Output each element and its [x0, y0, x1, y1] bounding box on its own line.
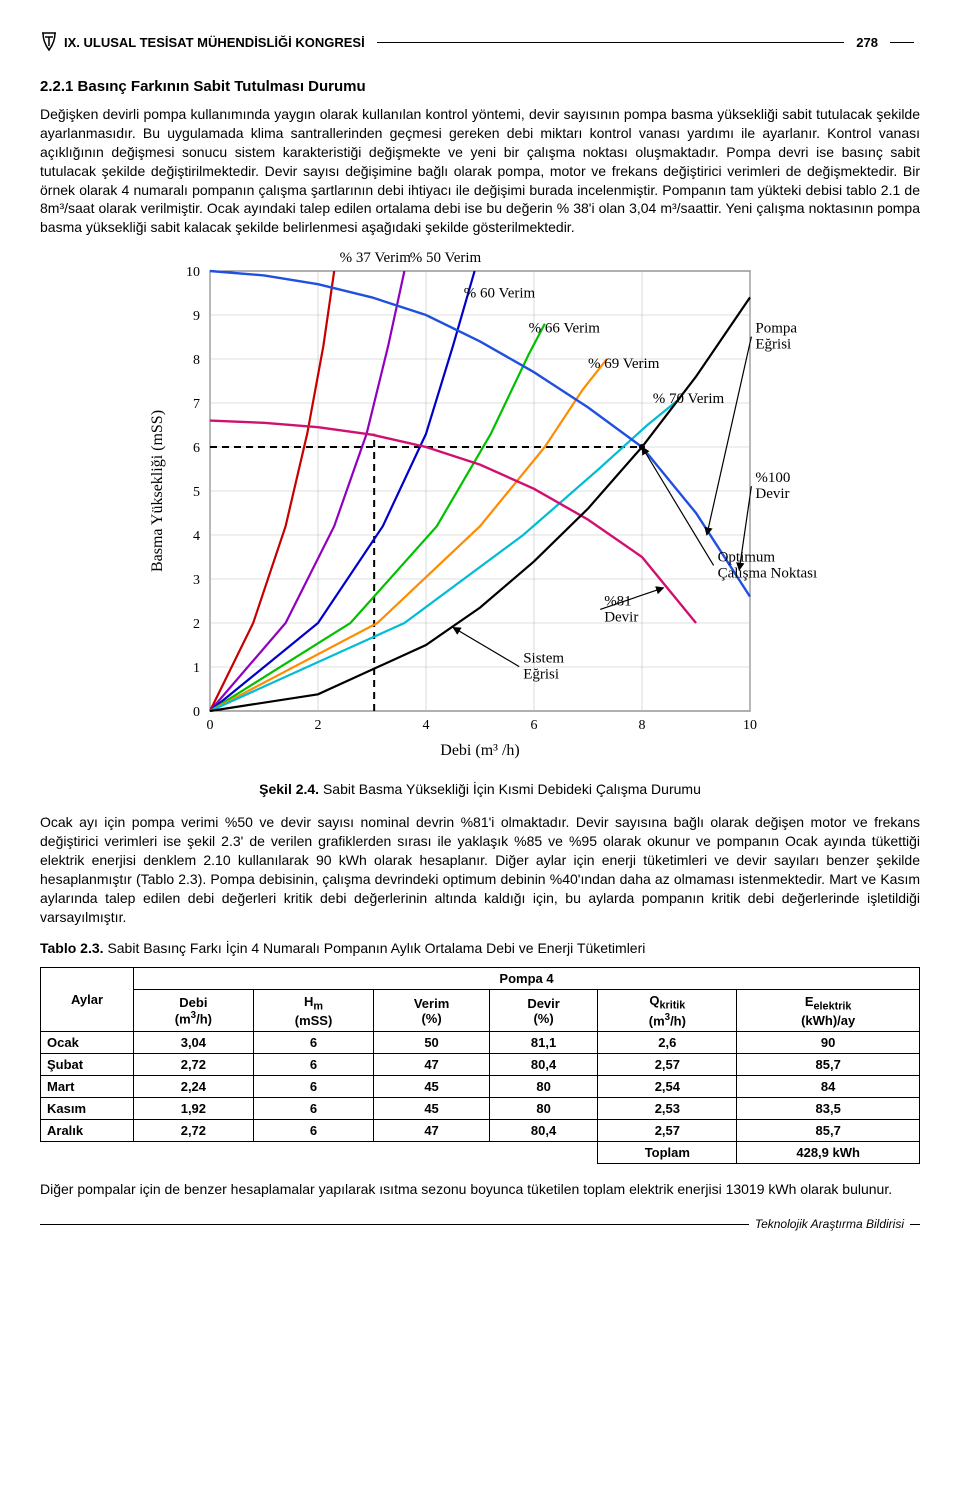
footer-rule: [40, 1224, 749, 1225]
svg-text:5: 5: [193, 485, 200, 500]
section-title-text: Basınç Farkının Sabit Tutulması Durumu: [78, 78, 366, 95]
caption-bold: Şekil 2.4.: [259, 781, 319, 797]
svg-text:%100: %100: [755, 470, 790, 486]
figure-caption: Şekil 2.4. Sabit Basma Yüksekliği İçin K…: [40, 781, 920, 797]
svg-text:10: 10: [186, 265, 200, 280]
svg-text:10: 10: [743, 718, 757, 733]
svg-text:3: 3: [193, 573, 200, 588]
logo-icon: [40, 30, 58, 54]
svg-text:0: 0: [207, 718, 214, 733]
table-caption-bold: Tablo 2.3.: [40, 940, 104, 956]
svg-text:1: 1: [193, 661, 200, 676]
page-footer: Teknolojik Araştırma Bildirisi: [40, 1217, 920, 1231]
svg-text:% 70 Verim: % 70 Verim: [653, 391, 725, 407]
svg-text:Eğrisi: Eğrisi: [523, 667, 559, 683]
footer-rule-right: [910, 1224, 920, 1225]
svg-text:8: 8: [639, 718, 646, 733]
svg-text:6: 6: [193, 441, 200, 456]
pump-chart: 0 2 4 6 8 10 0 1 2 3 4 5 6 7 8 9 10 Debi (m³ /h) Basma Yük…: [40, 251, 920, 771]
table-caption-text: Sabit Basınç Farkı İçin 4 Numaralı Pompa…: [107, 940, 645, 956]
svg-text:2: 2: [193, 617, 200, 632]
svg-text:Devir: Devir: [755, 486, 789, 502]
page-number: 278: [856, 35, 878, 50]
svg-text:8: 8: [193, 353, 200, 368]
svg-text:Basma Yüksekliği (mSS): Basma Yüksekliği (mSS): [149, 410, 166, 572]
svg-text:6: 6: [531, 718, 538, 733]
svg-text:4: 4: [423, 718, 430, 733]
svg-text:%81: %81: [604, 594, 632, 610]
svg-text:% 50 Verim: % 50 Verim: [410, 251, 482, 266]
svg-text:Debi (m³ /h): Debi (m³ /h): [440, 742, 519, 759]
paragraph-3: Diğer pompalar için de benzer hesaplamal…: [40, 1180, 920, 1199]
svg-text:0: 0: [193, 705, 200, 720]
svg-text:4: 4: [193, 529, 200, 544]
section-number: 2.2.1: [40, 78, 73, 95]
svg-text:Optimum: Optimum: [718, 550, 776, 566]
svg-text:% 66 Verim: % 66 Verim: [529, 321, 601, 337]
svg-text:2: 2: [315, 718, 322, 733]
svg-text:% 37 Verim: % 37 Verim: [340, 251, 412, 266]
paragraph-1: Değişken devirli pompa kullanımında yayg…: [40, 105, 920, 237]
svg-text:Devir: Devir: [604, 610, 638, 626]
header-rule: [377, 42, 845, 43]
svg-text:Eğrisi: Eğrisi: [755, 337, 791, 353]
table-caption: Tablo 2.3. Sabit Basınç Farkı İçin 4 Num…: [40, 939, 920, 958]
svg-text:Çalışma Noktası: Çalışma Noktası: [718, 566, 818, 582]
data-table: AylarPompa 4Debi(m3/h)Hm(mSS)Verim(%)Dev…: [40, 967, 920, 1164]
svg-text:Sistem: Sistem: [523, 651, 564, 667]
svg-text:7: 7: [193, 397, 200, 412]
svg-text:% 69 Verim: % 69 Verim: [588, 356, 660, 372]
congress-title: IX. ULUSAL TESİSAT MÜHENDİSLİĞİ KONGRESİ: [64, 35, 365, 50]
section-heading: 2.2.1 Basınç Farkının Sabit Tutulması Du…: [40, 78, 920, 95]
svg-text:9: 9: [193, 309, 200, 324]
svg-text:% 60 Verim: % 60 Verim: [464, 286, 536, 302]
footer-text: Teknolojik Araştırma Bildirisi: [755, 1217, 904, 1231]
page-header: IX. ULUSAL TESİSAT MÜHENDİSLİĞİ KONGRESİ…: [40, 30, 920, 54]
svg-text:Pompa: Pompa: [755, 321, 797, 337]
header-rule-right: [890, 42, 914, 43]
caption-text: Sabit Basma Yüksekliği İçin Kısmi Debide…: [323, 781, 701, 797]
paragraph-2: Ocak ayı için pompa verimi %50 ve devir …: [40, 813, 920, 926]
